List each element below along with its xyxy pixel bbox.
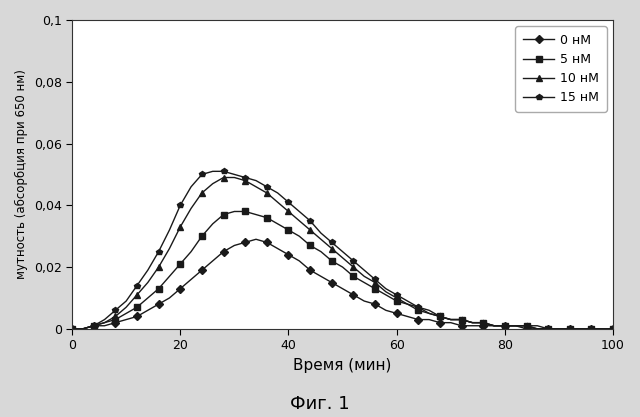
10 нМ xyxy=(436,314,444,319)
0 нМ xyxy=(468,323,476,328)
10 нМ xyxy=(609,327,617,332)
5 нМ xyxy=(188,249,195,254)
Legend: 0 нМ, 5 нМ, 10 нМ, 15 нМ: 0 нМ, 5 нМ, 10 нМ, 15 нМ xyxy=(515,26,607,112)
0 нМ xyxy=(230,243,238,248)
5 нМ xyxy=(230,209,238,214)
15 нМ xyxy=(468,320,476,325)
5 нМ xyxy=(252,212,260,217)
Y-axis label: мутность (абсорбция при 650 нм): мутность (абсорбция при 650 нм) xyxy=(15,70,28,279)
10 нМ xyxy=(220,175,227,180)
5 нМ xyxy=(468,320,476,325)
5 нМ xyxy=(436,314,444,319)
0 нМ xyxy=(598,327,606,332)
Line: 15 нМ: 15 нМ xyxy=(69,168,616,332)
10 нМ xyxy=(468,320,476,325)
5 нМ xyxy=(68,327,76,332)
0 нМ xyxy=(436,320,444,325)
10 нМ xyxy=(188,206,195,211)
15 нМ xyxy=(609,327,617,332)
5 нМ xyxy=(598,327,606,332)
0 нМ xyxy=(252,237,260,242)
Line: 10 нМ: 10 нМ xyxy=(69,175,616,332)
0 нМ xyxy=(68,327,76,332)
10 нМ xyxy=(252,184,260,189)
0 нМ xyxy=(609,327,617,332)
10 нМ xyxy=(241,178,249,183)
15 нМ xyxy=(436,314,444,319)
5 нМ xyxy=(609,327,617,332)
Line: 5 нМ: 5 нМ xyxy=(69,208,616,332)
Line: 0 нМ: 0 нМ xyxy=(69,236,616,332)
15 нМ xyxy=(252,178,260,183)
0 нМ xyxy=(188,277,195,282)
15 нМ xyxy=(68,327,76,332)
Text: Фиг. 1: Фиг. 1 xyxy=(290,395,350,413)
15 нМ xyxy=(188,184,195,189)
15 нМ xyxy=(598,327,606,332)
0 нМ xyxy=(241,240,249,245)
10 нМ xyxy=(598,327,606,332)
15 нМ xyxy=(209,169,216,174)
X-axis label: Время (мин): Время (мин) xyxy=(293,358,392,373)
10 нМ xyxy=(68,327,76,332)
15 нМ xyxy=(241,175,249,180)
5 нМ xyxy=(241,209,249,214)
